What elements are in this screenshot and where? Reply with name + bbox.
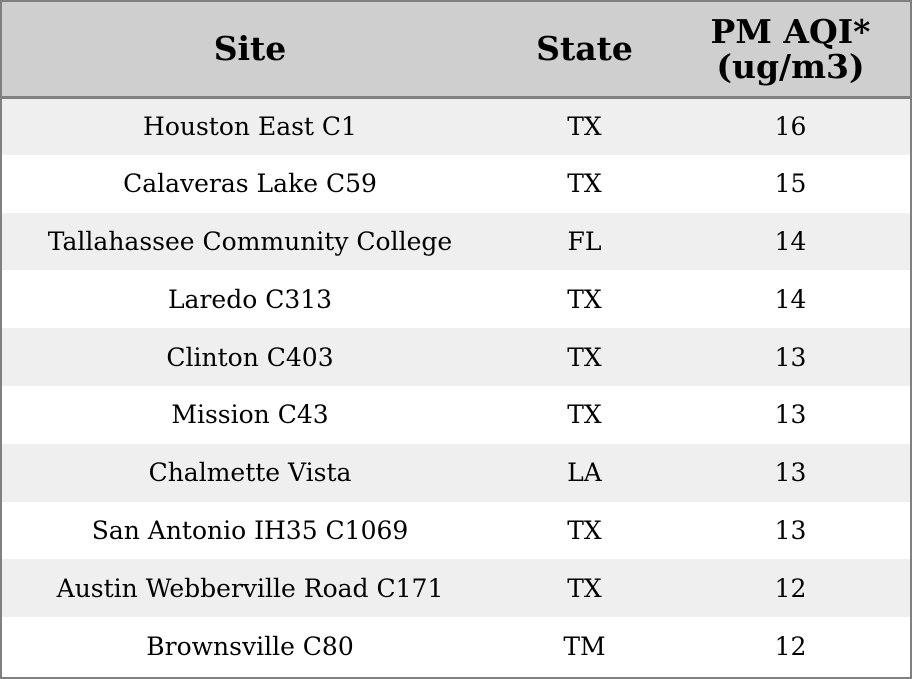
table-row: Tallahassee Community College FL 14: [2, 212, 910, 271]
column-header-pm-aqi: PM AQI* (ug/m3): [671, 2, 910, 99]
site-cell: Houston East C1: [143, 112, 357, 142]
pm-aqi-cell: 13: [774, 515, 807, 545]
site-cell: Chalmette Vista: [148, 458, 352, 488]
column-header-site: Site: [2, 2, 498, 99]
table-row: Laredo C313 TX 14: [2, 270, 910, 329]
site-cell: Brownsville C80: [146, 631, 354, 661]
pm-aqi-cell: 13: [774, 400, 807, 430]
table-row: Houston East C1 TX 16: [2, 97, 910, 155]
state-cell: TX: [567, 400, 602, 430]
pm-aqi-cell: 16: [774, 112, 807, 142]
state-cell: TX: [567, 342, 602, 372]
state-cell: TM: [563, 631, 606, 661]
column-header-pm-aqi-line1: PM AQI*: [710, 11, 871, 51]
site-cell: Clinton C403: [166, 342, 334, 372]
pm-aqi-cell: 13: [774, 458, 807, 488]
state-cell: LA: [567, 458, 602, 488]
state-cell: TX: [567, 112, 602, 142]
site-cell: Tallahassee Community College: [47, 226, 453, 256]
site-cell: Austin Webberville Road C171: [56, 573, 444, 603]
state-cell: TX: [567, 284, 602, 314]
column-header-state: State: [498, 2, 671, 99]
table-row: Brownsville C80 TM 12: [2, 617, 910, 675]
state-cell: TX: [567, 515, 602, 545]
site-cell: Laredo C313: [167, 284, 333, 314]
table-row: Chalmette Vista LA 13: [2, 443, 910, 502]
pm-aqi-cell: 12: [774, 573, 807, 603]
pm-aqi-cell: 15: [774, 169, 807, 199]
pm-aqi-cell: 14: [774, 226, 807, 256]
table-row: Mission C43 TX 13: [2, 385, 910, 444]
site-cell: Mission C43: [171, 400, 329, 430]
site-cell: San Antonio IH35 C1069: [91, 515, 409, 545]
table-row: Calaveras Lake C59 TX 15: [2, 154, 910, 213]
table-row: Clinton C403 TX 13: [2, 328, 910, 386]
state-cell: FL: [567, 226, 602, 256]
pm-aqi-cell: 12: [774, 631, 807, 661]
pm-aqi-cell: 13: [774, 342, 807, 372]
column-header-pm-aqi-line2: (ug/m3): [716, 46, 865, 86]
table-row: Austin Webberville Road C171 TX 12: [2, 559, 910, 618]
state-cell: TX: [567, 169, 602, 199]
state-cell: TX: [567, 573, 602, 603]
table-row: San Antonio IH35 C1069 TX 13: [2, 501, 910, 560]
pm-aqi-cell: 14: [774, 284, 807, 314]
table-header-row: Site State PM AQI* (ug/m3): [2, 2, 910, 99]
site-cell: Calaveras Lake C59: [123, 169, 377, 199]
